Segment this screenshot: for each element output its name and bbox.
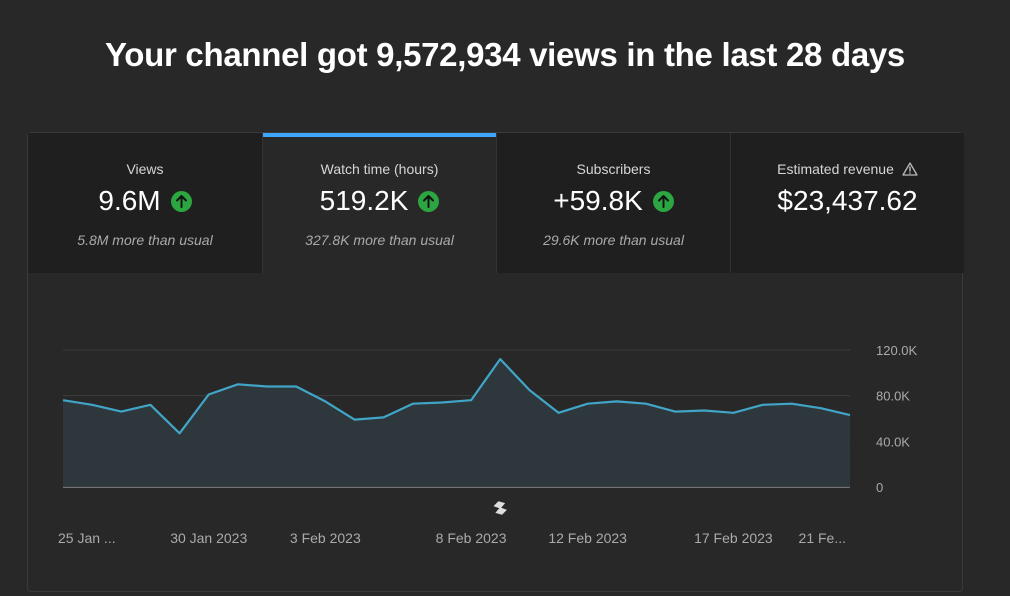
arrow-up-icon <box>170 190 192 212</box>
analytics-panel: Views 9.6M 5.8M more than usual Watch ti… <box>27 132 964 593</box>
x-tick-label: 12 Feb 2023 <box>548 530 627 546</box>
metric-label: Views <box>126 161 164 177</box>
x-tick-label: 3 Feb 2023 <box>290 530 361 546</box>
metric-value-row: 9.6M <box>28 185 262 217</box>
metric-comparison: 29.6K more than usual <box>543 232 684 248</box>
metric-value-row: $23,437.62 <box>731 185 964 217</box>
metric-label: Subscribers <box>576 161 651 177</box>
metric-card-revenue[interactable]: Estimated revenue $23,437.62 <box>730 133 964 273</box>
metric-value-row: +59.8K <box>497 185 730 217</box>
shorts-icon[interactable] <box>493 500 508 517</box>
metric-label-row: Estimated revenue <box>731 161 964 177</box>
metric-value-row: 519.2K <box>263 185 496 217</box>
arrow-up-icon <box>418 190 440 212</box>
y-tick-label: 0 <box>876 480 883 495</box>
x-tick-label: 17 Feb 2023 <box>694 530 773 546</box>
y-tick-label: 40.0K <box>876 434 910 449</box>
metric-label: Estimated revenue <box>777 161 894 177</box>
metric-value: 519.2K <box>319 185 409 216</box>
x-tick-label: 30 Jan 2023 <box>170 530 247 546</box>
y-tick-label: 120.0K <box>876 343 918 358</box>
metric-cards: Views 9.6M 5.8M more than usual Watch ti… <box>28 133 964 273</box>
metric-card-watch-time[interactable]: Watch time (hours) 519.2K 327.8K more th… <box>262 133 496 273</box>
x-tick-label: 8 Feb 2023 <box>436 530 507 546</box>
series-line <box>62 358 851 435</box>
arrow-up-icon <box>652 190 674 212</box>
metric-card-subscribers[interactable]: Subscribers +59.8K 29.6K more than usual <box>496 133 730 273</box>
watch-time-chart[interactable]: 0 40.0K 80.0K 120.0K 25 Jan ... 30 Jan 2023 3… <box>28 273 962 591</box>
metric-value: 9.6M <box>98 185 161 216</box>
metric-comparison: 5.8M more than usual <box>77 232 213 248</box>
y-tick-label: 80.0K <box>876 389 910 404</box>
metric-label: Watch time (hours) <box>320 161 439 177</box>
chart-area: 0 40.0K 80.0K 120.0K 25 Jan ... 30 Jan 2023 3… <box>28 273 964 593</box>
x-tick-label: 25 Jan ... <box>58 530 116 546</box>
metric-card-views[interactable]: Views 9.6M 5.8M more than usual <box>28 133 262 273</box>
page-title: Your channel got 9,572,934 views in the … <box>105 36 905 73</box>
metric-comparison: 327.8K more than usual <box>305 232 454 248</box>
warning-icon[interactable] <box>902 162 918 176</box>
metric-value: +59.8K <box>553 185 643 216</box>
series-area <box>63 359 850 487</box>
x-tick-label: 21 Fe... <box>799 530 846 546</box>
metric-value: $23,437.62 <box>777 185 918 216</box>
